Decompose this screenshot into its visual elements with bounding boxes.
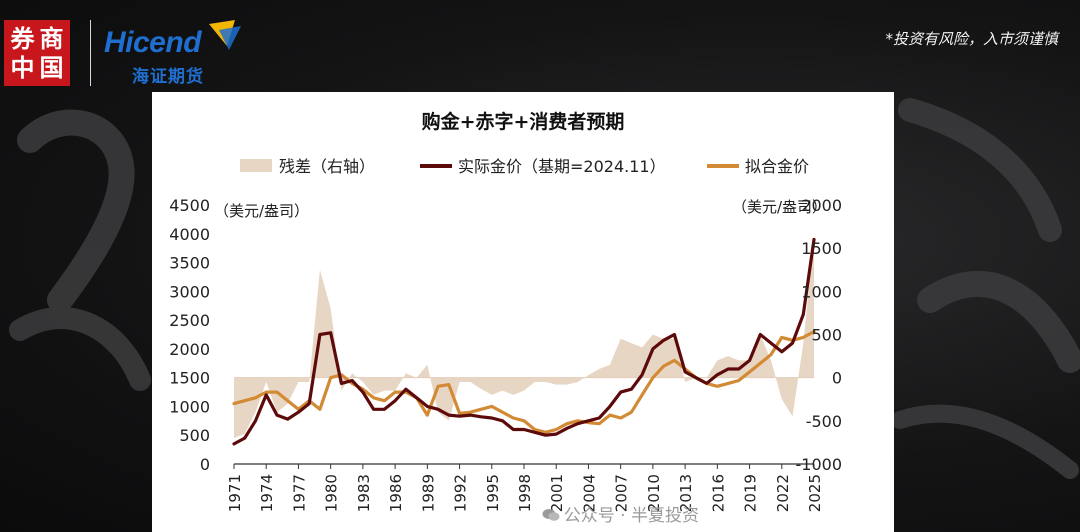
legend-label-residual: 残差（右轴）	[279, 157, 375, 176]
fitted-gold-price-line	[232, 330, 816, 434]
x-tick-label: 1992	[452, 474, 470, 512]
y-axis-right-unit: （美元/盎司）	[732, 198, 827, 216]
brand-seal-logo: 券 商 中 国	[4, 20, 70, 86]
risk-disclaimer: *投资有风险，入市须谨慎	[885, 30, 1058, 48]
x-tick-label: 2013	[677, 474, 695, 512]
seal-char: 中	[10, 52, 35, 82]
x-tick-label: 1980	[323, 474, 341, 512]
watermark-text: 公众号 · 半夏投资	[563, 506, 699, 526]
legend-swatch-residual	[240, 159, 272, 172]
x-tick-label: 1974	[258, 474, 276, 512]
y-left-tick-label: 3000	[169, 282, 210, 301]
y-right-tick-label: 1000	[801, 282, 842, 301]
chart-legend: 残差（右轴） 实际金价（基期=2024.11） 拟合金价	[240, 157, 809, 176]
chart-title: 购金+赤字+消费者预期	[422, 110, 625, 133]
seal-char: 商	[39, 23, 64, 53]
y-left-tick-label: 4500	[169, 196, 210, 215]
y-right-tick-label: -500	[806, 412, 842, 431]
brand-name-en: Hicend	[104, 26, 202, 59]
x-tick-label: 2007	[613, 474, 631, 512]
wechat-icon	[542, 509, 560, 521]
y-left-tick-label: 1000	[169, 397, 210, 416]
y-left-tick-label: 2000	[169, 340, 210, 359]
brand-name-cn: 海证期货	[132, 67, 204, 87]
chart-panel: 购金+赤字+消费者预期 残差（右轴） 实际金价（基期=2024.11） 拟合金价…	[152, 92, 894, 532]
x-tick-label: 2016	[709, 474, 727, 512]
y-right-tick-label: 2000	[801, 196, 842, 215]
y-right-tick-label: 1500	[801, 239, 842, 258]
actual-gold-price-line	[232, 237, 816, 446]
x-tick-label: 1989	[419, 474, 437, 512]
x-tick-label: 1983	[355, 474, 373, 512]
y-left-tick-label: 1500	[169, 369, 210, 388]
y-left-tick-label: 2500	[169, 311, 210, 330]
x-tick-label: 1995	[484, 474, 502, 512]
seal-char: 国	[39, 52, 64, 82]
legend-label-actual: 实际金价（基期=2024.11）	[458, 157, 666, 176]
y-left-tick-label: 4000	[169, 225, 210, 244]
x-tick-label: 2010	[645, 474, 663, 512]
watermark: 公众号 · 半夏投资	[542, 501, 699, 526]
legend-label-fitted: 拟合金价	[745, 157, 809, 176]
gold-price-chart: 购金+赤字+消费者预期 残差（右轴） 实际金价（基期=2024.11） 拟合金价…	[169, 110, 843, 512]
y-left-tick-label: 0	[200, 455, 210, 474]
x-tick-label: 2022	[774, 474, 792, 512]
brand-swoosh-icon	[209, 20, 241, 50]
x-tick-label: 2025	[806, 474, 824, 512]
logo-divider	[90, 20, 91, 86]
y-right-tick-label: -1000	[796, 455, 843, 474]
seal-char: 券	[10, 23, 35, 53]
x-tick-label: 1986	[387, 474, 405, 512]
x-tick-label: 2019	[742, 474, 760, 512]
x-tick-label: 2004	[580, 474, 598, 512]
y-left-tick-label: 3500	[169, 254, 210, 273]
x-tick-label: 1998	[516, 474, 534, 512]
y-axis-left-unit: （美元/盎司）	[214, 202, 309, 220]
residual-area	[234, 239, 814, 439]
x-tick-label: 2001	[548, 474, 566, 512]
y-right-tick-label: 0	[832, 369, 842, 388]
x-tick-label: 1971	[226, 474, 244, 512]
y-right-tick-label: 500	[811, 326, 842, 345]
x-tick-label: 1977	[290, 474, 308, 512]
y-left-tick-label: 500	[179, 426, 210, 445]
